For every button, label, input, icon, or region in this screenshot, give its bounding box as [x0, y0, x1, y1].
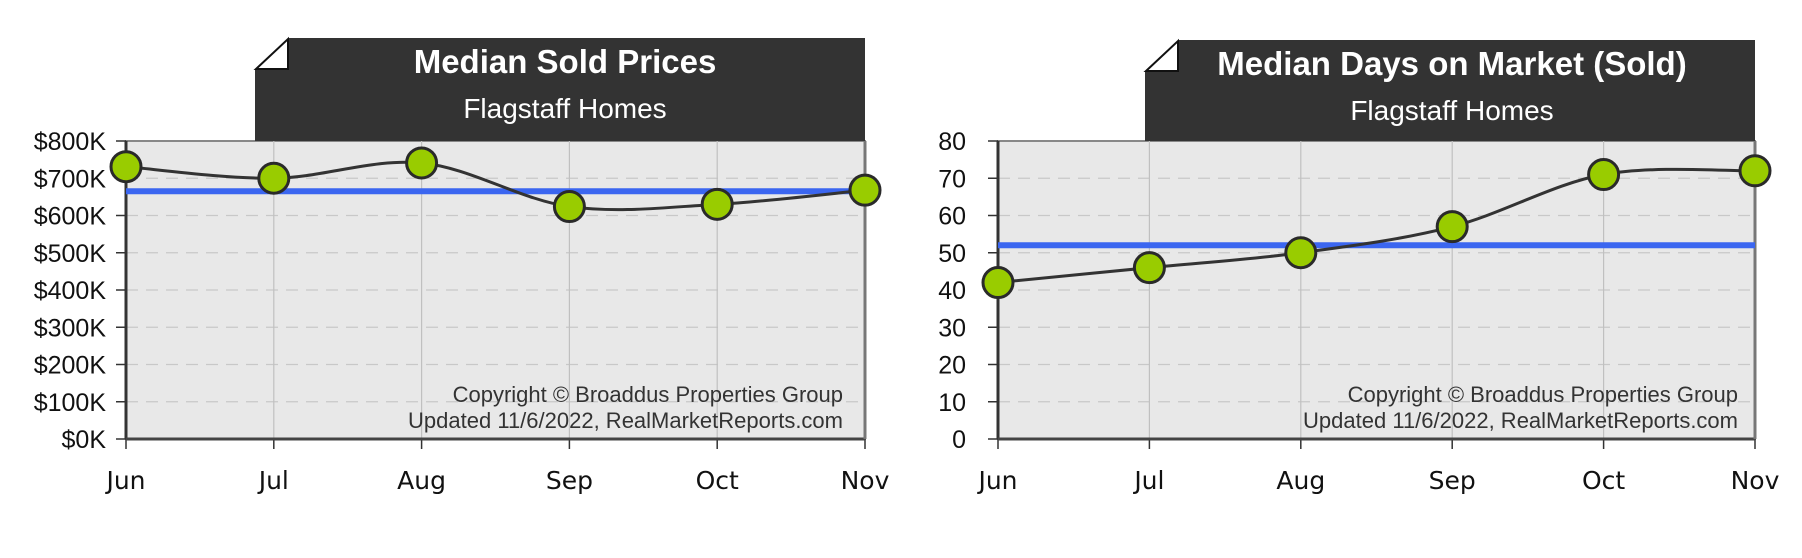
- y-tick-label: $100K: [34, 389, 107, 417]
- y-tick-label: $200K: [34, 352, 107, 380]
- data-point-marker: [700, 187, 734, 221]
- x-tick-label: Oct: [696, 466, 739, 495]
- y-tick-label: $600K: [34, 203, 107, 231]
- title-header-band: [255, 38, 865, 141]
- y-tick-label: $800K: [34, 128, 107, 156]
- y-tick-label: $300K: [34, 314, 107, 342]
- y-tick-label: $0K: [62, 426, 107, 454]
- y-tick-label: 30: [938, 314, 966, 342]
- x-tick-label: Nov: [841, 466, 890, 495]
- y-tick-label: $700K: [34, 165, 107, 193]
- data-point-marker: [848, 173, 882, 207]
- copyright-text: Copyright © Broaddus Properties Group: [453, 382, 843, 407]
- x-tick-label: Jun: [104, 466, 145, 495]
- median-sold-prices-chart: $0K $100K $200K $300K $400K $500K $600K $700K $8…: [0, 0, 900, 558]
- x-tick-label: Nov: [1731, 466, 1780, 495]
- copyright-text: Copyright © Broaddus Properties Group: [1348, 382, 1738, 407]
- data-point-marker: [1738, 154, 1772, 188]
- x-tick-label: Aug: [397, 466, 446, 495]
- data-point-marker: [257, 161, 291, 195]
- chart-subtitle: Flagstaff Homes: [463, 93, 666, 124]
- y-tick-label: 40: [938, 277, 966, 305]
- data-point-marker: [1132, 251, 1166, 285]
- y-tick-label: 10: [938, 389, 966, 417]
- y-tick-label: 70: [938, 165, 966, 193]
- chart-title: Median Days on Market (Sold): [1217, 45, 1686, 82]
- x-tick-label: Jul: [1132, 466, 1164, 495]
- y-tick-label: 0: [952, 426, 966, 454]
- title-header-band: [1145, 40, 1755, 141]
- data-point-marker: [1435, 210, 1469, 244]
- data-point-marker: [552, 190, 586, 224]
- folded-corner-icon: [253, 36, 289, 70]
- data-point-marker: [1587, 158, 1621, 192]
- x-tick-label: Aug: [1276, 466, 1325, 495]
- y-tick-label: 50: [938, 240, 966, 268]
- chart-title: Median Sold Prices: [414, 43, 717, 80]
- x-tick-label: Sep: [1429, 466, 1476, 495]
- series-line: [125, 160, 866, 212]
- y-tick-label: 60: [938, 203, 966, 231]
- y-tick-label: 20: [938, 352, 966, 380]
- y-tick-label: 80: [938, 128, 966, 156]
- x-tick-label: Jul: [257, 466, 289, 495]
- chart-group-dom: 0 10 20 30 40 50 60 70 80 Jun Jul Aug Sep Oct Nov Media…: [938, 38, 1780, 495]
- y-tick-label: $500K: [34, 240, 107, 268]
- updated-text: Updated 11/6/2022, RealMarketReports.com: [1303, 408, 1738, 433]
- data-point-marker: [1284, 236, 1318, 270]
- median-sold-prices-svg: $0K $100K $200K $300K $400K $500K $600K $700K $8…: [34, 36, 890, 495]
- chart-subtitle: Flagstaff Homes: [1350, 95, 1553, 126]
- y-tick-label: $400K: [34, 277, 107, 305]
- data-point-marker: [405, 146, 439, 180]
- folded-corner-icon: [1143, 38, 1179, 72]
- x-tick-label: Jun: [976, 466, 1017, 495]
- x-tick-label: Oct: [1582, 466, 1625, 495]
- updated-text: Updated 11/6/2022, RealMarketReports.com: [408, 408, 843, 433]
- data-point-marker: [981, 266, 1015, 300]
- x-tick-label: Sep: [546, 466, 593, 495]
- series-line: [997, 167, 1756, 285]
- chart-group-prices: $0K $100K $200K $300K $400K $500K $600K $700K $8…: [34, 36, 890, 495]
- data-point-marker: [109, 150, 143, 184]
